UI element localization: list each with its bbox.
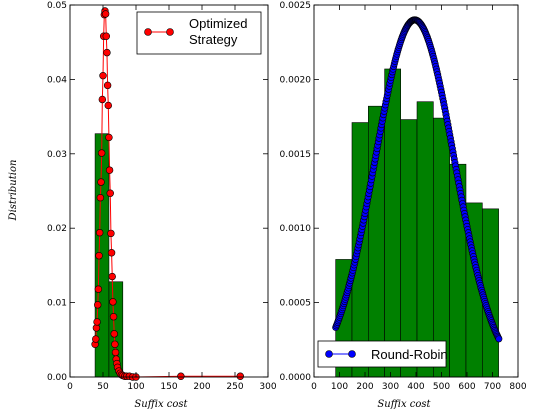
left-series-point (106, 189, 114, 197)
left-x-tick-label: 150 (160, 382, 177, 392)
left-x-axis-label: Suffix cost (134, 399, 188, 410)
left-series-point (101, 10, 110, 18)
right-x-tick-label: 100 (331, 382, 348, 392)
right-y-tick-label: 0.0010 (280, 224, 312, 234)
right-series-point (495, 335, 503, 343)
left-y-tick-label: 0.00 (47, 373, 67, 383)
right-axes: 0 100 200 300 400 500 600 700 800 0.0000 0.0005 0.0… (280, 1, 527, 392)
left-series-point (236, 372, 244, 380)
left-series-point (93, 318, 101, 326)
left-y-tick-label: 0.03 (47, 150, 67, 160)
left-series-point (104, 101, 112, 110)
right-x-axis-label: Suffix cost (377, 399, 431, 410)
right-x-tick-label: 500 (433, 382, 450, 392)
left-y-axis-label: Distribution (8, 160, 19, 222)
left-series-point (102, 32, 111, 40)
left-y-tick-label: 0.05 (47, 1, 67, 11)
left-x-tick-label: 100 (127, 382, 144, 392)
left-legend-box (136, 11, 262, 55)
left-series-point (105, 166, 114, 174)
left-series-point (111, 348, 120, 357)
right-y-tick-label: 0.0015 (280, 150, 312, 160)
right-y-tick-label: 0.0020 (280, 75, 312, 85)
left-x-tick-label: 50 (97, 382, 109, 392)
right-histogram-bar (433, 117, 450, 378)
left-axes: 0 50 100 150 200 250 300 0.00 0.01 0.02 0.03 0.04 0.… (47, 1, 277, 392)
left-series-point (109, 298, 117, 306)
right-y-tick-label: 0.0000 (280, 373, 312, 383)
right-x-tick-label: 0 (311, 382, 317, 392)
left-series-point (109, 313, 118, 321)
right-x-tick-label: 300 (382, 382, 399, 392)
left-series-point (105, 133, 113, 142)
left-series-point (95, 252, 103, 260)
left-legend-marker-1 (144, 28, 152, 36)
right-y-tick-label: 0.0005 (280, 299, 312, 309)
right-x-tick-label: 600 (458, 382, 475, 392)
left-series-point (107, 249, 116, 257)
left-series-point (110, 330, 118, 338)
right-series-round-robin (332, 16, 503, 343)
left-series-point (92, 335, 100, 343)
left-x-tick-label: 250 (226, 382, 243, 392)
left-series-point (97, 149, 106, 157)
left-series-point (94, 285, 103, 293)
left-series-point (103, 48, 111, 57)
right-histogram-bar (400, 119, 418, 378)
left-series-point (103, 81, 112, 90)
right-x-tick-label: 700 (484, 382, 501, 392)
right-legend-marker-1 (325, 350, 333, 358)
right-legend: Round-Robin (317, 340, 448, 368)
left-series-point (177, 372, 185, 380)
left-x-tick-label: 0 (67, 382, 73, 392)
left-series-point (111, 340, 119, 348)
left-x-tick-label: 200 (193, 382, 210, 392)
left-y-tick-label: 0.02 (47, 224, 67, 234)
right-x-tick-label: 200 (356, 382, 373, 392)
left-series-point (97, 178, 105, 186)
left-y-tick-label: 0.04 (47, 75, 67, 85)
left-series-point (98, 95, 107, 104)
right-histogram-bar (384, 68, 402, 378)
right-x-tick-label: 800 (509, 382, 526, 392)
left-series-point (99, 71, 107, 80)
left-series-point (108, 272, 116, 281)
left-y-tick-label: 0.01 (47, 299, 67, 309)
left-x-tick-label: 300 (259, 382, 276, 392)
left-legend-marker-2 (166, 28, 174, 36)
left-series-point (94, 301, 102, 309)
right-legend-label: Round-Robin (371, 347, 448, 362)
left-panel: 0 50 100 150 200 250 300 0.00 0.01 0.02 0.03 0.04 0.… (8, 1, 277, 410)
left-legend: Optimized Strategy (136, 11, 262, 55)
left-legend-label-line2: Strategy (189, 32, 238, 47)
right-histogram-bar (416, 101, 434, 378)
left-series-point (95, 228, 104, 237)
right-legend-box (317, 340, 447, 368)
right-legend-marker-2 (348, 350, 356, 358)
right-x-tick-label: 400 (407, 382, 424, 392)
left-legend-label-line1: Optimized (189, 16, 248, 31)
right-y-tick-label: 0.0025 (280, 1, 312, 11)
right-panel: 0 100 200 300 400 500 600 700 800 0.0000 0.0005 0.0… (280, 1, 527, 410)
left-series-point (96, 193, 105, 202)
left-series-point (107, 229, 115, 238)
